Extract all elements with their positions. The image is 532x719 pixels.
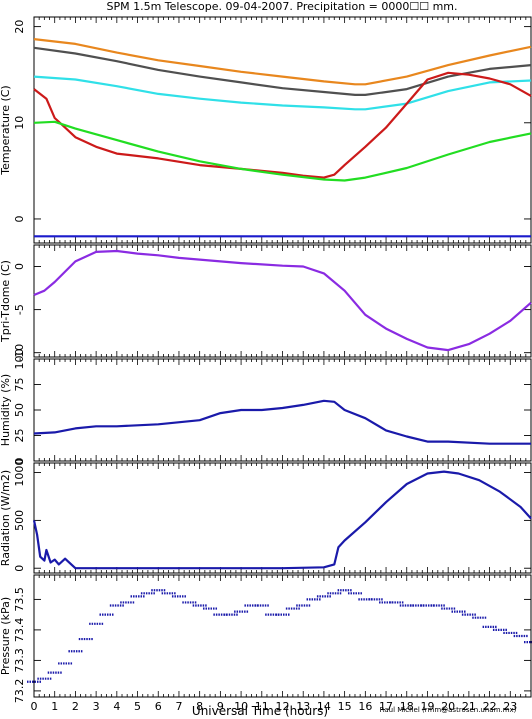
y-tick-label: 10 — [13, 116, 26, 130]
x-tick-label: 1 — [51, 700, 58, 713]
series-line-orange — [33, 38, 532, 86]
y-tick-label: 73.3 — [13, 648, 26, 673]
y-tick-label: 1000 — [13, 459, 26, 487]
x-tick-label: 10 — [234, 700, 248, 713]
x-tick-label: 15 — [338, 700, 352, 713]
y-tick-label: 500 — [13, 510, 26, 531]
y-tick-label: 0 — [13, 263, 26, 270]
y-tick-label: 100 — [13, 349, 26, 370]
x-tick-label: 3 — [93, 700, 100, 713]
y-tick-label: 25 — [13, 429, 26, 443]
series-line-navy — [32, 470, 532, 570]
y-tick-label: 73.5 — [13, 587, 26, 612]
y-tick-label: 0 — [13, 565, 26, 572]
panel-frame — [33, 462, 532, 574]
x-tick-label: 4 — [113, 700, 120, 713]
x-tick-label: 5 — [134, 700, 141, 713]
series-line-red — [33, 71, 532, 179]
x-tick-label: 11 — [255, 700, 269, 713]
series-line-navy — [33, 399, 531, 445]
series-line-purple — [33, 249, 532, 352]
x-tick-label: 2 — [72, 700, 79, 713]
y-tick-label: 0 — [13, 458, 26, 465]
x-tick-label: 14 — [317, 700, 331, 713]
y-axis-label: Pressure (kPa) — [0, 597, 12, 675]
x-tick-label: 8 — [196, 700, 203, 713]
author-credit: Raul Michel (rmm@astrosen.unam.mx) — [380, 706, 517, 714]
y-axis-label: Radiation (W/m2) — [0, 470, 12, 566]
panel-frame — [33, 244, 532, 358]
y-tick-label: -5 — [13, 304, 26, 315]
panel-frame — [33, 358, 532, 462]
x-tick-label: 13 — [296, 700, 310, 713]
series-line-cyan — [33, 75, 532, 111]
x-tick-label: 12 — [276, 700, 290, 713]
y-tick-label: 50 — [13, 403, 26, 417]
y-axis-label: Humidity (%) — [0, 374, 12, 446]
x-axis-label: Universal Time (hours) — [192, 704, 328, 718]
panel-frame — [33, 574, 532, 698]
x-tick-label: 7 — [175, 700, 182, 713]
x-tick-label: 16 — [358, 700, 372, 713]
series-line-darkgray — [33, 46, 532, 97]
series-line-green — [33, 120, 532, 182]
x-tick-label: 20 — [441, 700, 455, 713]
chart-panel-1: 0 10 20 Temperature (C) — [0, 16, 532, 244]
y-axis-label: Temperature (C) — [0, 85, 12, 175]
y-tick-label: 0 — [13, 215, 26, 222]
y-tick-label: 73.4 — [13, 618, 26, 643]
x-tick-label: 6 — [155, 700, 162, 713]
x-tick-label: 19 — [420, 700, 434, 713]
x-tick-label: 22 — [483, 700, 497, 713]
figure-title: SPM 1.5m Telescope. 09-04-2007. Precipit… — [106, 0, 457, 13]
y-tick-label: 20 — [13, 20, 26, 34]
y-tick-label: 73.2 — [13, 679, 26, 704]
x-tick-label: 18 — [400, 700, 414, 713]
y-tick-label: 75 — [13, 378, 26, 392]
x-tick-label: 17 — [379, 700, 393, 713]
y-tick-label: -10 — [13, 344, 26, 362]
x-tick-label: 9 — [217, 700, 224, 713]
x-tick-label: 23 — [503, 700, 517, 713]
x-tick-label: 0 — [31, 700, 38, 713]
x-tick-label: 21 — [462, 700, 476, 713]
y-axis-label: Tpri-Tdome (C) — [0, 260, 12, 343]
